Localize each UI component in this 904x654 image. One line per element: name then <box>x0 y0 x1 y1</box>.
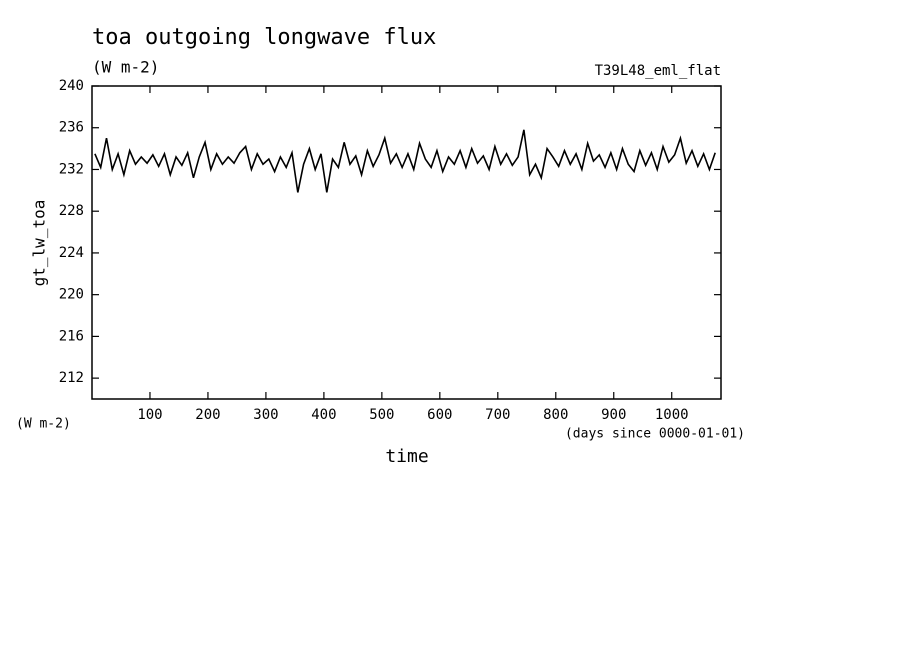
y-tick-label: 216 <box>59 328 84 344</box>
data-line <box>94 129 716 193</box>
y-unit: (W m-2) <box>16 417 71 432</box>
x-axis-label: time <box>385 446 428 467</box>
annotation: T39L48_eml_flat <box>595 63 721 79</box>
y-axis-label: gt_lw_toa <box>30 200 49 287</box>
y-tick-label: 236 <box>59 120 84 136</box>
y-tick-label: 224 <box>59 245 84 261</box>
y-tick-label: 220 <box>59 287 84 303</box>
x-tick-label: 800 <box>543 407 568 423</box>
chart-title: toa outgoing longwave flux <box>92 25 436 50</box>
y-tick-label: 232 <box>59 161 84 177</box>
x-tick-label: 1000 <box>655 407 689 423</box>
x-unit: (days since 0000-01-01) <box>565 427 745 442</box>
x-tick-label: 600 <box>427 407 452 423</box>
y-tick-label: 240 <box>59 78 84 94</box>
x-tick-label: 300 <box>253 407 278 423</box>
x-tick-label: 900 <box>601 407 626 423</box>
x-tick-label: 400 <box>311 407 336 423</box>
y-tick-label: 212 <box>59 370 84 386</box>
x-tick-label: 700 <box>485 407 510 423</box>
chart-subtitle: (W m-2) <box>92 58 159 77</box>
x-tick-label: 500 <box>369 407 394 423</box>
y-tick-label: 228 <box>59 203 84 219</box>
x-tick-label: 100 <box>137 407 162 423</box>
plot-frame <box>91 85 722 400</box>
x-tick-label: 200 <box>195 407 220 423</box>
